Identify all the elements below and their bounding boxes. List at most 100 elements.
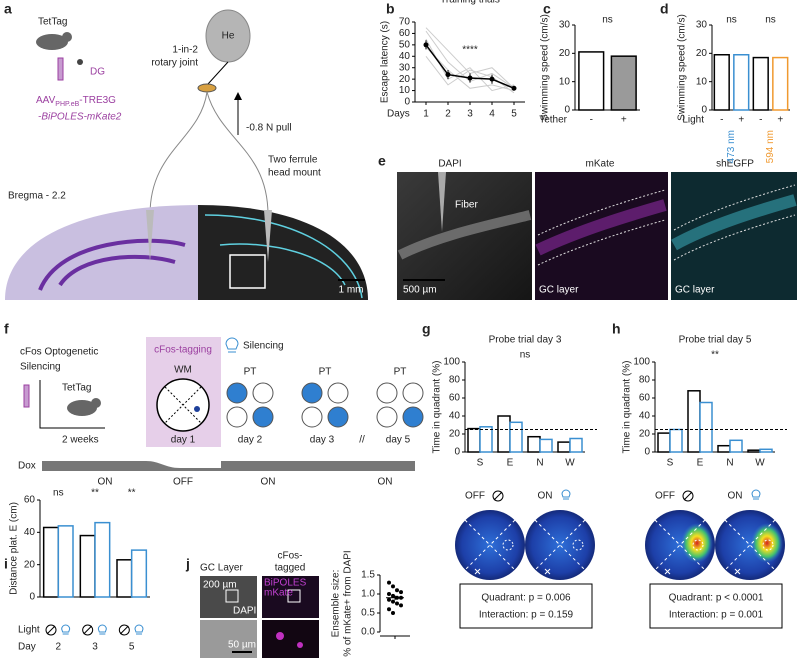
virus: -TRE3G bbox=[79, 95, 116, 106]
x-tick-label: 3 bbox=[92, 642, 98, 653]
off-icon bbox=[118, 624, 130, 636]
y-tick-label: 10 bbox=[696, 76, 708, 87]
light-label: Light bbox=[18, 625, 40, 636]
x-tick-label: 5 bbox=[511, 109, 517, 120]
pt-circle bbox=[376, 382, 398, 404]
on-icon bbox=[97, 624, 107, 635]
annotation: ** bbox=[128, 488, 136, 499]
panel-f: cFos Optogenetic Silencing TetTag 2 week… bbox=[18, 337, 424, 488]
heatmap-hotspot bbox=[751, 523, 783, 563]
start-marker bbox=[664, 568, 671, 575]
y-tick-label: 60 bbox=[639, 393, 651, 404]
inset-box bbox=[229, 254, 266, 289]
x-axis-label: Light bbox=[682, 115, 704, 126]
dox-state: ON bbox=[378, 477, 393, 488]
panel-letter: e bbox=[378, 153, 386, 169]
condition-label: OFF bbox=[465, 491, 485, 502]
point bbox=[387, 607, 391, 612]
x-tick-label: + bbox=[777, 115, 783, 126]
scale-label: 1 mm bbox=[339, 285, 364, 296]
bregma-label: Bregma - 2.2 bbox=[8, 191, 66, 202]
annotation: ns bbox=[726, 15, 737, 26]
point bbox=[391, 584, 395, 589]
annotation: ns bbox=[53, 488, 64, 499]
y-axis-label: Swimming speed (cm/s) bbox=[540, 14, 551, 121]
panel-letter: b bbox=[386, 1, 395, 17]
platform bbox=[194, 406, 200, 412]
bar bbox=[713, 54, 730, 111]
y-axis-label: Swimming speed (cm/s) bbox=[677, 14, 688, 121]
off-icon bbox=[46, 625, 56, 635]
panel-title: Silencing bbox=[20, 362, 61, 373]
bar bbox=[729, 439, 743, 453]
x-tick-label: W bbox=[755, 458, 765, 469]
off-icon bbox=[83, 625, 93, 635]
x-axis-label: Tether bbox=[539, 115, 567, 126]
bar bbox=[42, 526, 60, 598]
bar bbox=[79, 534, 96, 598]
heatmap-hotspot bbox=[681, 523, 713, 563]
y-tick-label: 1.0 bbox=[361, 589, 375, 600]
image-title: GC Layer bbox=[200, 563, 243, 574]
annotation: **** bbox=[462, 45, 478, 56]
day-label: day 3 bbox=[310, 435, 335, 446]
annotation: ** bbox=[91, 488, 99, 499]
scale-label: 50 µm bbox=[228, 640, 256, 651]
bar bbox=[569, 437, 583, 453]
bar bbox=[467, 427, 481, 453]
bar bbox=[669, 428, 683, 453]
dapi-image bbox=[200, 576, 257, 618]
mount-label: Two ferrule bbox=[268, 155, 318, 166]
stats-box bbox=[649, 583, 783, 629]
joint-label: 1-in-2 bbox=[172, 45, 198, 56]
layer-outline bbox=[673, 184, 796, 261]
day-label: day 2 bbox=[238, 435, 263, 446]
point bbox=[391, 599, 395, 604]
point bbox=[387, 592, 391, 596]
bar bbox=[527, 435, 541, 453]
break-mark: // bbox=[359, 435, 365, 446]
probe-trials bbox=[226, 382, 424, 428]
y-axis-label: % of mKate+ from DAPI bbox=[343, 550, 354, 656]
annotation: ns bbox=[520, 350, 531, 361]
panel-letter: d bbox=[660, 1, 669, 17]
x-tick-label: 2 bbox=[445, 109, 451, 120]
point bbox=[467, 75, 473, 81]
virus: AAV bbox=[36, 95, 56, 106]
day-label: day 1 bbox=[171, 435, 196, 446]
bar bbox=[578, 51, 605, 111]
y-tick-label: 60 bbox=[449, 393, 461, 404]
point bbox=[395, 601, 399, 606]
y-tick-label: 60 bbox=[399, 28, 411, 39]
off-icon bbox=[493, 491, 503, 501]
x-tick-label: - bbox=[720, 115, 723, 126]
x-tick-label: S bbox=[667, 458, 674, 469]
y-tick-label: 0 bbox=[454, 447, 460, 458]
hippocampus bbox=[38, 238, 186, 291]
image-title: mKate bbox=[586, 159, 615, 170]
point bbox=[489, 76, 495, 82]
pt-circle bbox=[252, 406, 274, 428]
virus-line: AAVPHP.eB-TRE3G bbox=[36, 95, 116, 108]
x-tick-label: S bbox=[477, 458, 484, 469]
scale-label: 200 µm bbox=[203, 580, 237, 591]
panel-letter: a bbox=[4, 1, 12, 17]
tagging-label: cFos-tagging bbox=[154, 345, 212, 356]
bar bbox=[699, 401, 713, 453]
x-tick-label: N bbox=[726, 458, 733, 469]
bar bbox=[497, 415, 511, 453]
dox-state: OFF bbox=[173, 477, 193, 488]
stats-text: Interaction: p = 0.159 bbox=[479, 610, 574, 621]
panel-letter: h bbox=[612, 321, 621, 337]
panel-letter: j bbox=[185, 556, 190, 572]
interval-label: 2 weeks bbox=[62, 435, 99, 446]
pt-circle bbox=[252, 382, 274, 404]
y-tick-label: 30 bbox=[559, 20, 571, 31]
x-tick-label: 3 bbox=[467, 109, 473, 120]
y-tick-label: 0 bbox=[564, 105, 570, 116]
y-tick-label: 40 bbox=[449, 411, 461, 422]
fiber bbox=[438, 172, 446, 232]
y-tick-label: 20 bbox=[696, 48, 708, 59]
y-tick-label: 80 bbox=[639, 375, 651, 386]
y-tick-label: 30 bbox=[696, 20, 708, 31]
